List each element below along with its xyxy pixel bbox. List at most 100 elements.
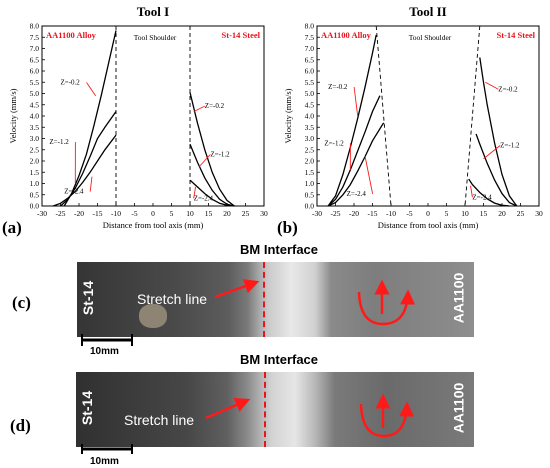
x-tick-label: 5 — [170, 209, 174, 218]
x-tick-label: -30 — [37, 209, 47, 218]
curve-label: Z=-0.2 — [498, 85, 518, 93]
x-tick-label: 15 — [205, 209, 213, 218]
x-tick-label: -5 — [406, 209, 412, 218]
curve-label-arrow — [364, 156, 374, 194]
y-tick-label: 3.0 — [305, 134, 315, 143]
photo-c-arrows — [214, 279, 416, 326]
x-tick-label: 20 — [223, 209, 231, 218]
x-tick-label: 10 — [186, 209, 194, 218]
curve-label: Z=-2.4 — [194, 194, 214, 202]
x-tick-label: -25 — [331, 209, 341, 218]
y-tick-label: 4.5 — [305, 100, 315, 109]
left-material-label: AA1100 Alloy — [46, 30, 97, 40]
y-tick-label: 0.0 — [305, 202, 315, 211]
curve-label-arrow — [483, 145, 501, 160]
series-line--2.4-right — [468, 178, 510, 207]
series-line--0.2-left — [63, 30, 117, 207]
x-tick-label: 10 — [461, 209, 469, 218]
y-tick-label: 0.5 — [305, 190, 315, 199]
y-tick-label: 1.5 — [30, 168, 40, 177]
curve-label-arrow — [198, 154, 211, 167]
x-axis-label: Distance from tool axis (mm) — [103, 220, 204, 230]
y-tick-label: 7.0 — [305, 44, 315, 53]
curve-label: Z=-0.2 — [328, 83, 348, 91]
photo-c-scale-label: 10mm — [90, 346, 119, 357]
photo-d-scale-bar — [81, 444, 133, 454]
x-tick-label: -20 — [74, 209, 84, 218]
x-tick-label: -15 — [93, 209, 103, 218]
tool-shoulder-label: Tool Shoulder — [134, 33, 177, 42]
x-tick-label: -25 — [56, 209, 66, 218]
curve-label: Z=-1.2 — [324, 139, 344, 147]
y-tick-label: 2.0 — [30, 157, 40, 166]
curve-label: Z=-1.2 — [210, 151, 230, 159]
y-tick-label: 3.0 — [30, 134, 40, 143]
series-line--1.2-left — [327, 95, 381, 207]
y-tick-label: 7.5 — [30, 33, 40, 42]
series-line--0.2-right — [479, 57, 518, 207]
curve-label: Z=-1.2 — [500, 142, 520, 150]
x-tick-label: -30 — [312, 209, 322, 218]
curve-label-arrow — [86, 82, 97, 97]
panel-label-d: (d) — [10, 416, 31, 435]
y-tick-label: 0.5 — [30, 190, 40, 199]
photo-c-scale-bar — [81, 334, 133, 346]
series-line--1.2-right — [475, 133, 518, 207]
curve-label: Z=-1.2 — [49, 138, 69, 146]
chart-title: Tool II — [409, 4, 446, 19]
curve-label-arrow — [89, 176, 93, 192]
y-tick-label: 5.5 — [30, 78, 40, 87]
photo-c-stretch-arrow — [214, 279, 260, 299]
series-line--0.2-left — [327, 34, 377, 207]
x-tick-label: 25 — [517, 209, 525, 218]
chart-tool-2: Tool II 0.0 0.5 1.0 1.5 2.0 2.5 3.0 3.5 4.0 4.5 5.0… — [283, 4, 543, 230]
curve-label: Z=-2.4 — [64, 188, 84, 196]
plot-frame — [316, 25, 540, 207]
photo-d-scale-label: 10mm — [90, 456, 119, 467]
y-tick-label: 6.5 — [30, 55, 40, 64]
y-axis-label: Velocity (mm/s) — [283, 88, 293, 143]
photo-d: St-14 AA1100 Stretch line — [76, 372, 474, 447]
panel-label-a: (a) — [2, 218, 22, 237]
y-tick-label: 4.0 — [305, 112, 315, 121]
photo-c-knot — [139, 304, 167, 328]
y-tick-label: 3.5 — [30, 123, 40, 132]
curve-label: Z=-0.2 — [61, 79, 81, 87]
y-axis-label: Velocity (mm/s) — [8, 88, 18, 143]
x-tick-label: 0 — [426, 209, 430, 218]
photo-d-rotation-arrow — [359, 401, 415, 438]
chart-tool-1: Tool I 0.0 0.5 1.0 1.5 2.0 2.5 3.0 3.5 4.0 4.5 5.0 5… — [8, 4, 268, 230]
shoulder-line — [375, 25, 392, 207]
x-tick-label: 5 — [445, 209, 449, 218]
y-tick-label: 7.0 — [30, 44, 40, 53]
photo-d-interface-line — [264, 372, 266, 447]
series-line--2.4-left — [327, 122, 385, 207]
photo-d-title: BM Interface — [240, 352, 319, 367]
chart-title: Tool I — [137, 4, 169, 19]
photo-d-arrows — [205, 393, 415, 438]
panel-label-b: (b) — [277, 218, 298, 237]
x-axis-label: Distance from tool axis (mm) — [378, 220, 479, 230]
x-tick-label: 15 — [480, 209, 488, 218]
y-tick-label: 6.5 — [305, 55, 315, 64]
x-tick-label: 20 — [498, 209, 506, 218]
x-tick-label: -10 — [386, 209, 396, 218]
curve-label: Z=-2.4 — [347, 190, 367, 198]
y-tick-label: 1.5 — [305, 168, 315, 177]
y-tick-label: 2.0 — [305, 157, 315, 166]
x-tick-label: 25 — [242, 209, 250, 218]
y-tick-label: 5.0 — [305, 89, 315, 98]
photo-c-interface-line — [263, 262, 265, 337]
y-tick-label: 5.5 — [305, 78, 315, 87]
curve-label: Z=-2.4 — [472, 193, 492, 201]
y-tick-label: 6.0 — [30, 67, 40, 76]
y-tick-label: 5.0 — [30, 89, 40, 98]
y-tick-label: 7.5 — [305, 33, 315, 42]
series-line--2.4-left — [52, 134, 117, 207]
curve-label: Z=-0.2 — [205, 102, 225, 110]
curve-label-arrow — [470, 185, 473, 198]
curve-label-arrow — [353, 86, 359, 117]
photo-c-stretch-label: Stretch line — [137, 291, 208, 307]
y-tick-label: 8.0 — [30, 22, 40, 31]
y-tick-label: 6.0 — [305, 67, 315, 76]
